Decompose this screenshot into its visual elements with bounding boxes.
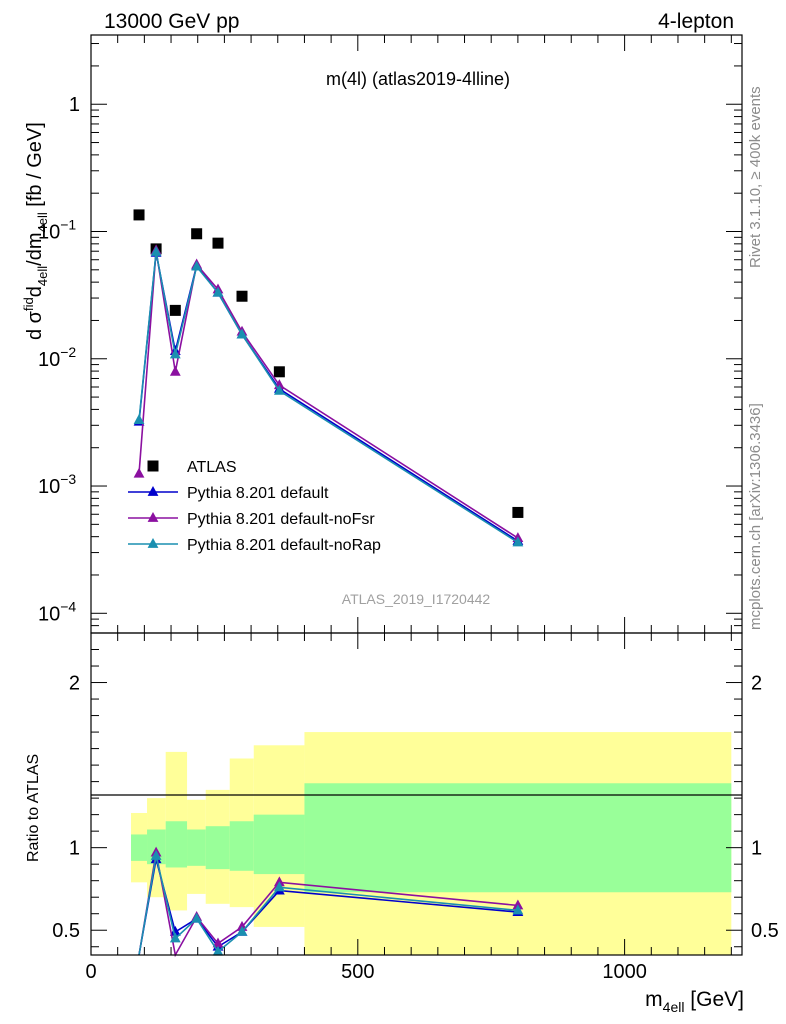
legend-marker bbox=[147, 512, 159, 522]
ratio-inner-band-bin bbox=[304, 783, 732, 893]
energy-label: 13000 GeV pp bbox=[104, 10, 239, 33]
mc-series-line bbox=[138, 251, 519, 544]
ratio-y-tick-label: 1 bbox=[69, 838, 80, 860]
ratio-axis-ticks: 0.5 0.5 1 1 2 2 0 500 1000 bbox=[52, 633, 779, 983]
ratio-y-axis-label: Ratio to ATLAS bbox=[25, 754, 42, 862]
ratio-data-point bbox=[236, 925, 248, 936]
x-tick-label: 500 bbox=[341, 961, 374, 983]
ratio-y-tick-label: 0.5 bbox=[52, 920, 80, 942]
mc-data-point bbox=[236, 328, 248, 339]
main-y-axis-label: d σfidd4ell/dm4ell [fb / GeV] bbox=[21, 122, 50, 340]
legend: ATLAS Pythia 8.201 default Pythia 8.201 de… bbox=[128, 459, 381, 554]
mc-data-point bbox=[133, 414, 145, 424]
atlas-data-point bbox=[236, 290, 248, 302]
x-tick-label: 1000 bbox=[602, 961, 647, 983]
legend-label: ATLAS bbox=[187, 459, 237, 476]
ratio-data-point bbox=[212, 945, 224, 956]
main-y-tick-label: 10−4 bbox=[38, 598, 76, 625]
ratio-inner-band-bin bbox=[205, 826, 230, 870]
ratio-data-point bbox=[191, 912, 203, 923]
atlas-data-point bbox=[191, 228, 203, 240]
legend-label: Pythia 8.201 default-noRap bbox=[187, 537, 381, 554]
main-y-tick-label: 10−2 bbox=[38, 344, 76, 371]
ratio-inner-band-bin bbox=[229, 821, 254, 871]
main-y-tick-label: 10−3 bbox=[38, 471, 76, 498]
plot-title: m(4l) (atlas2019-4lline) bbox=[326, 69, 510, 89]
process-label: 4-lepton bbox=[658, 10, 734, 33]
ratio-inner-band-bin bbox=[131, 834, 148, 861]
ratio-data-point bbox=[512, 904, 524, 915]
legend-marker bbox=[147, 486, 159, 496]
mc-data-point bbox=[512, 536, 524, 547]
x-axis-label: m4ell [GeV] bbox=[645, 988, 744, 1015]
atlas-data-point bbox=[212, 237, 224, 249]
ratio-uncertainty-bands bbox=[131, 732, 732, 955]
mc-data-point bbox=[169, 365, 181, 376]
ratio-frame bbox=[90, 632, 743, 956]
ratio-data-point bbox=[512, 899, 524, 910]
ratio-series bbox=[138, 846, 524, 958]
main-y-tick-label: 1 bbox=[69, 94, 80, 116]
mc-data-point bbox=[150, 246, 162, 256]
mc-data-point bbox=[273, 384, 285, 395]
legend-label: Pythia 8.201 default-noFsr bbox=[187, 511, 375, 528]
ratio-data-point bbox=[212, 937, 224, 948]
main-axis-ticks: 10−4 10−3 10−2 10−1 1 bbox=[38, 35, 742, 634]
mc-data-point bbox=[212, 286, 224, 297]
ratio-data-point bbox=[273, 876, 285, 887]
ratio-inner-band-bin bbox=[253, 814, 305, 875]
ratio-data-point bbox=[150, 849, 162, 860]
analysis-tag: ATLAS_2019_I1720442 bbox=[342, 591, 491, 607]
ratio-y-tick-label-right: 0.5 bbox=[751, 920, 779, 942]
atlas-data-point bbox=[169, 304, 181, 316]
main-y-tick-label: 10−1 bbox=[38, 217, 76, 244]
ratio-data-point bbox=[169, 932, 181, 943]
x-tick-label: 0 bbox=[85, 961, 96, 983]
atlas-data-point bbox=[273, 366, 285, 378]
main-panel: 10−4 10−3 10−2 10−1 1 m(4l) (atlas2019-4llin… bbox=[21, 34, 743, 634]
mc-data-point bbox=[191, 260, 203, 271]
main-series bbox=[133, 209, 524, 547]
ratio-panel: 0.5 0.5 1 1 2 2 0 500 1000 Ratio to ATLAS m4ell … bbox=[25, 632, 779, 1015]
ratio-inner-band-bin bbox=[187, 829, 206, 866]
ratio-data-point bbox=[169, 925, 181, 936]
ratio-series-line bbox=[138, 855, 518, 956]
mcplots-label: mcplots.cern.ch [arXiv:1306.3436] bbox=[747, 403, 764, 630]
ratio-inner-band-bin bbox=[165, 821, 188, 868]
ratio-data-point bbox=[273, 881, 285, 892]
legend-marker bbox=[147, 538, 159, 548]
legend-marker bbox=[147, 460, 159, 472]
mc-data-point bbox=[169, 348, 181, 359]
rivet-label: Rivet 3.1.10, ≥ 400k events bbox=[747, 86, 764, 268]
ratio-y-tick-label: 2 bbox=[69, 673, 80, 695]
atlas-data-point bbox=[512, 506, 524, 518]
atlas-data-point bbox=[133, 209, 145, 221]
ratio-y-tick-label-right: 2 bbox=[751, 673, 762, 695]
ratio-y-tick-label-right: 1 bbox=[751, 838, 762, 860]
legend-label: Pythia 8.201 default bbox=[187, 485, 329, 502]
mc-data-point bbox=[133, 467, 145, 478]
